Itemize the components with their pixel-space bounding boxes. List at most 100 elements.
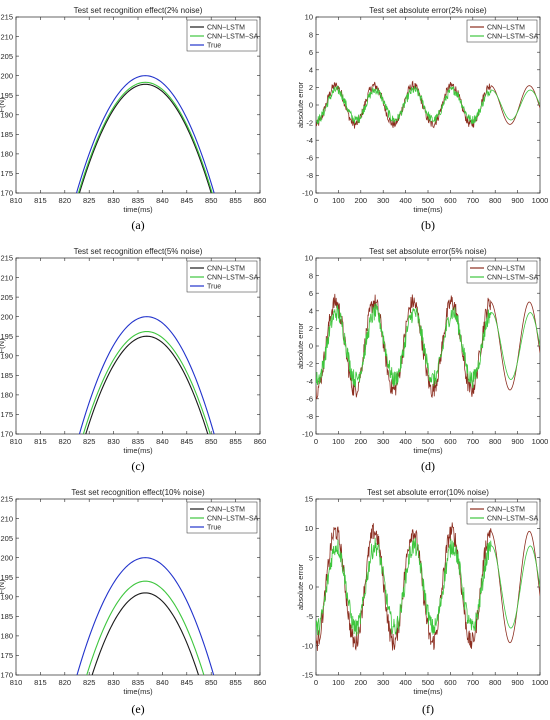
y-tick-label: 175	[0, 169, 13, 178]
legend-label: CNN−LSTM	[487, 25, 525, 32]
panel-letter: (c)	[131, 459, 144, 473]
x-tick-label: 1000	[532, 678, 549, 687]
x-tick-label: 500	[422, 196, 435, 205]
y-tick-label: 180	[0, 632, 13, 641]
series-line	[316, 293, 540, 400]
x-tick-label: 855	[229, 678, 242, 687]
chart-panel-2: 0 100 200 300 400 500 600 700 800 900 1000-10-8-6-…	[296, 6, 548, 232]
series-line	[91, 592, 200, 675]
x-tick-label: 400	[399, 678, 412, 687]
legend-label: True	[207, 525, 221, 532]
x-axis-label: time(ms)	[123, 205, 153, 214]
chart-title: Test set recognition effect(5% noise)	[74, 247, 203, 256]
series-line	[316, 85, 540, 125]
legend-label: CNN−LSTM	[207, 266, 245, 273]
y-tick-label: 10	[305, 254, 313, 263]
series-line	[316, 302, 540, 389]
x-tick-label: 835	[132, 678, 145, 687]
y-tick-label: 4	[309, 66, 313, 75]
y-tick-label: 210	[0, 273, 13, 282]
legend-label: CNN−LSTM−SA	[487, 34, 539, 41]
x-tick-label: 840	[156, 196, 169, 205]
legend-label: CNN−LSTM−SA	[207, 275, 259, 282]
legend-label: CNN−LSTM	[487, 266, 525, 273]
legend	[466, 19, 538, 43]
legend-label: True	[207, 284, 221, 291]
x-tick-label: 820	[59, 196, 72, 205]
y-tick-label: 10	[305, 13, 313, 22]
x-tick-label: 300	[377, 437, 390, 446]
chart-title: Test set recognition effect(2% noise)	[74, 6, 203, 15]
legend-label: CNN−LSTM−SA	[207, 34, 259, 41]
x-tick-label: 810	[10, 437, 23, 446]
x-tick-label: 1000	[532, 196, 549, 205]
y-tick-label: 180	[0, 150, 13, 159]
x-tick-label: 815	[34, 437, 47, 446]
legend-label: CNN−LSTM	[487, 507, 525, 514]
x-tick-label: 1000	[532, 437, 549, 446]
x-tick-label: 900	[511, 196, 524, 205]
x-tick-label: 860	[254, 196, 267, 205]
x-tick-label: 600	[444, 437, 457, 446]
y-tick-label: -10	[302, 641, 313, 650]
panel-letter: (e)	[131, 702, 144, 716]
x-axis-label: time(ms)	[123, 446, 153, 455]
y-tick-label: 10	[305, 524, 313, 533]
chart-panel-6: 0 100 200 300 400 500 600 700 800 900 1000-15-10-5…	[296, 488, 548, 716]
y-tick-label: 2	[309, 324, 313, 333]
y-tick-label: 195	[0, 91, 13, 100]
x-tick-label: 500	[422, 437, 435, 446]
y-tick-label: -5	[306, 612, 313, 621]
legend-label: CNN−LSTM−SA	[487, 275, 539, 282]
x-tick-label: 200	[355, 437, 368, 446]
x-tick-label: 300	[377, 678, 390, 687]
y-tick-label: -15	[302, 671, 313, 680]
y-tick-label: -6	[306, 154, 313, 163]
series-group	[316, 522, 540, 651]
x-axis-label: time(ms)	[413, 446, 443, 455]
x-tick-label: 600	[444, 678, 457, 687]
x-tick-label: 840	[156, 678, 169, 687]
x-tick-label: 815	[34, 678, 47, 687]
x-tick-label: 700	[467, 678, 480, 687]
y-tick-label: -8	[306, 412, 313, 421]
y-tick-label: -4	[306, 136, 313, 145]
y-tick-label: 195	[0, 573, 13, 582]
plot-area	[315, 16, 541, 194]
y-tick-label: 170	[0, 189, 13, 198]
plot-area	[315, 257, 541, 435]
y-tick-label: 190	[0, 110, 13, 119]
y-tick-label: 180	[0, 391, 13, 400]
y-tick-label: 6	[309, 48, 313, 57]
x-tick-label: 500	[422, 678, 435, 687]
series-group	[78, 316, 215, 434]
x-tick-label: 845	[181, 437, 194, 446]
y-tick-label: 205	[0, 293, 13, 302]
x-tick-label: 830	[107, 196, 120, 205]
x-tick-label: 400	[399, 437, 412, 446]
x-tick-label: 845	[181, 196, 194, 205]
y-tick-label: 175	[0, 651, 13, 660]
legend	[466, 260, 538, 284]
chart-panel-4: 0 100 200 300 400 500 600 700 800 900 1000-10-8-6-…	[296, 247, 548, 473]
series-line	[76, 557, 215, 675]
x-tick-label: 820	[59, 678, 72, 687]
y-tick-label: 15	[305, 495, 313, 504]
x-tick-label: 200	[355, 196, 368, 205]
y-tick-label: 175	[0, 410, 13, 419]
series-group	[316, 293, 540, 400]
y-tick-label: 190	[0, 351, 13, 360]
y-axis-label: absolute error	[296, 563, 305, 610]
x-tick-label: 700	[467, 437, 480, 446]
y-tick-label: 8	[309, 271, 313, 280]
x-tick-label: 900	[511, 437, 524, 446]
chart-panel-5: 810 815 820 825 830 835 840 845 850 855 860 170 175 1…	[0, 488, 266, 716]
y-tick-label: -2	[306, 118, 313, 127]
legend-label: CNN−LSTM	[207, 507, 245, 514]
y-tick-label: 6	[309, 289, 313, 298]
y-axis-label: F(N)	[0, 338, 6, 353]
y-tick-label: -6	[306, 395, 313, 404]
chart-panel-1: 810 815 820 825 830 835 840 845 850 855 860 170 175 1…	[0, 6, 266, 232]
x-tick-label: 100	[332, 678, 345, 687]
